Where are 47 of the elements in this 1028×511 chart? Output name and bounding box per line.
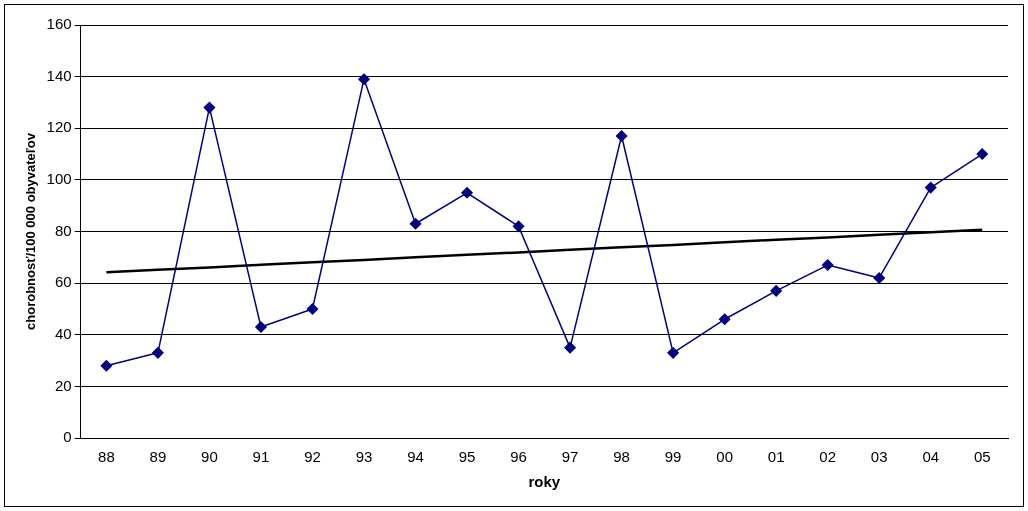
point <box>564 341 576 354</box>
point <box>873 272 885 284</box>
point <box>615 130 628 142</box>
x-tick-label: 94 <box>407 448 424 466</box>
x-tick-label: 00 <box>716 448 733 466</box>
y-axis-title: chorobnosť/100 000 obyvateľov <box>23 132 39 330</box>
point <box>100 359 113 372</box>
point <box>821 259 834 271</box>
point <box>255 321 267 333</box>
point <box>358 73 370 85</box>
y-tick-label: 20 <box>54 376 72 394</box>
point <box>306 303 319 315</box>
x-tick-label: 96 <box>510 448 527 466</box>
x-tick-label: 89 <box>149 448 167 466</box>
point <box>924 181 937 194</box>
x-tick-label: 88 <box>98 448 115 466</box>
y-tick-label: 80 <box>54 221 72 239</box>
y-tick-label: 100 <box>46 170 72 188</box>
x-tick-label: 04 <box>922 448 940 466</box>
point <box>152 347 164 359</box>
point <box>770 285 782 297</box>
point <box>976 148 988 160</box>
y-tick-label: 140 <box>46 66 72 84</box>
point <box>203 101 216 114</box>
x-tick-label: 97 <box>561 448 579 466</box>
x-tick-label: 90 <box>201 448 218 466</box>
point <box>718 313 731 326</box>
x-tick-label: 01 <box>767 448 785 466</box>
x-tick-label: 93 <box>355 448 373 466</box>
point <box>512 220 525 233</box>
x-tick-label: 02 <box>819 448 837 466</box>
x-tick-label: 03 <box>870 448 888 466</box>
y-tick-label: 0 <box>63 428 72 446</box>
x-tick-label: 99 <box>664 448 682 466</box>
point <box>409 218 422 230</box>
point <box>461 187 473 199</box>
x-tick-label: 05 <box>973 448 991 466</box>
y-tick-label: 120 <box>46 118 72 136</box>
point <box>667 347 679 359</box>
y-tick-label: 40 <box>54 324 72 342</box>
x-tick-label: 98 <box>613 448 630 466</box>
x-axis-title: roky <box>528 473 561 491</box>
y-tick-label: 60 <box>54 273 72 291</box>
x-tick-label: 91 <box>252 448 270 466</box>
x-tick-label: 92 <box>304 448 321 466</box>
x-tick-label: 95 <box>458 448 476 466</box>
y-tick-label: 160 <box>46 15 72 33</box>
